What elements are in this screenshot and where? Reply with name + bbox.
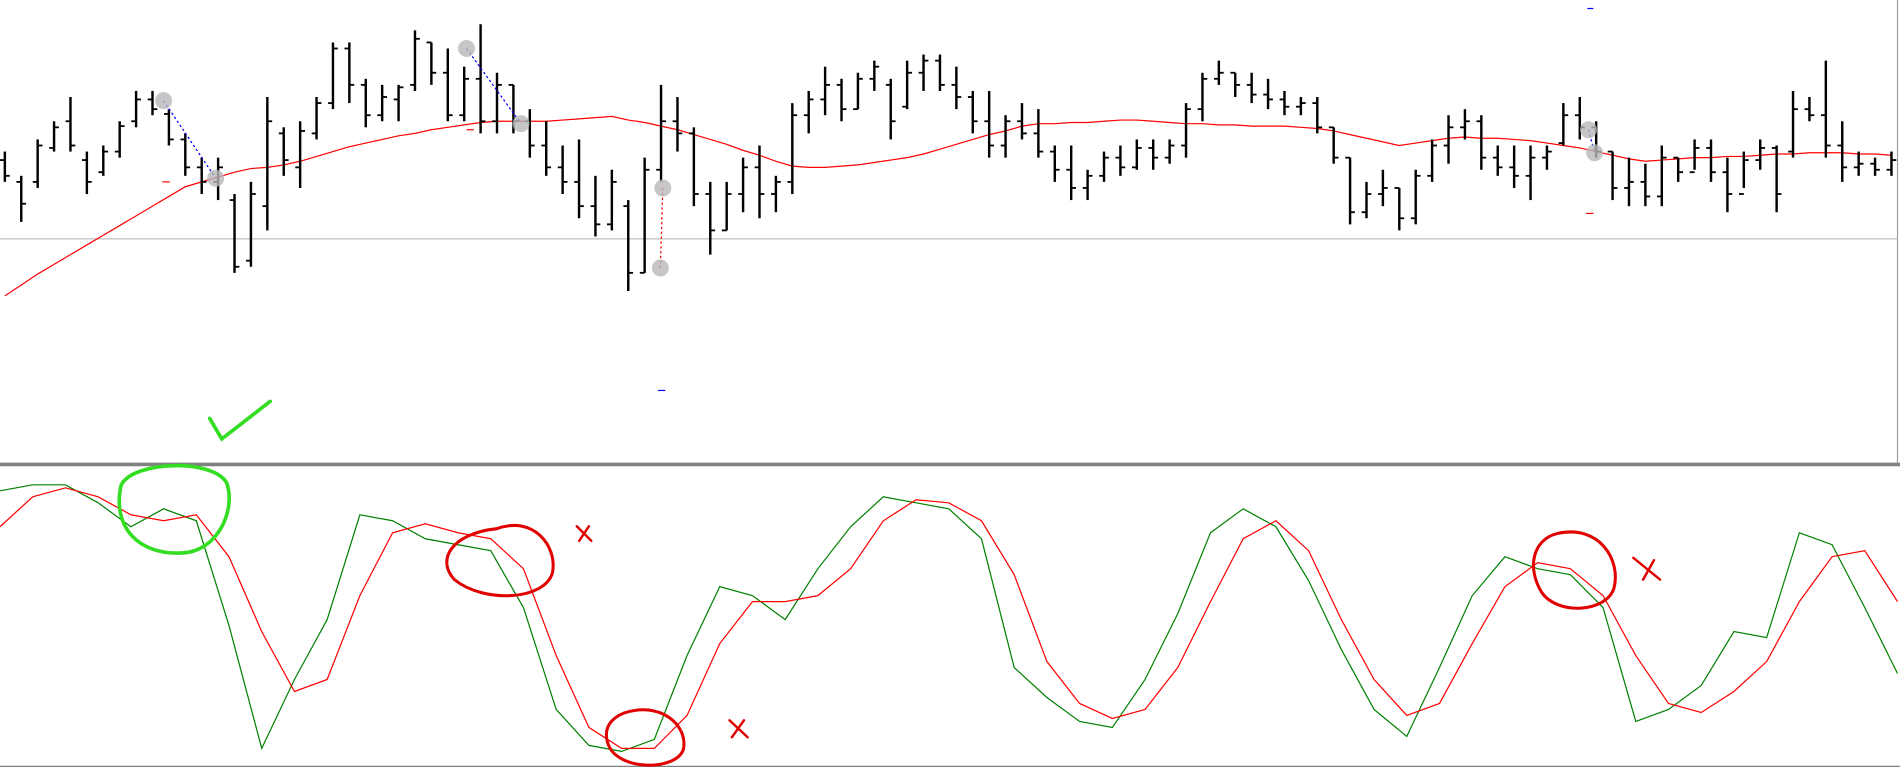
marker-link <box>466 48 522 125</box>
marker-dot <box>1580 121 1598 139</box>
marker-dot <box>651 259 669 277</box>
indicator-line <box>0 484 1899 753</box>
pattern-markers <box>155 7 1604 392</box>
marker-dot <box>155 92 173 110</box>
marker-dot <box>1586 144 1604 162</box>
oscillator-pane <box>0 484 1899 753</box>
marker-dot <box>654 179 672 197</box>
marker-dot <box>512 115 530 133</box>
red-circle <box>1532 530 1617 610</box>
marker-link <box>659 187 664 269</box>
indicator-line <box>0 487 1899 749</box>
red-circle <box>445 523 555 598</box>
marker-dot <box>207 169 225 187</box>
marker-dot <box>458 40 475 57</box>
price-pane <box>0 24 1898 297</box>
red-circle <box>604 708 686 767</box>
check-mark <box>207 399 273 442</box>
hand-annotations <box>117 399 1662 767</box>
marker-link <box>163 100 217 179</box>
red-cross <box>1632 556 1662 581</box>
red-cross <box>575 525 593 543</box>
indicator-line <box>4 115 1892 297</box>
green-circle <box>117 463 231 555</box>
red-cross <box>728 719 749 739</box>
